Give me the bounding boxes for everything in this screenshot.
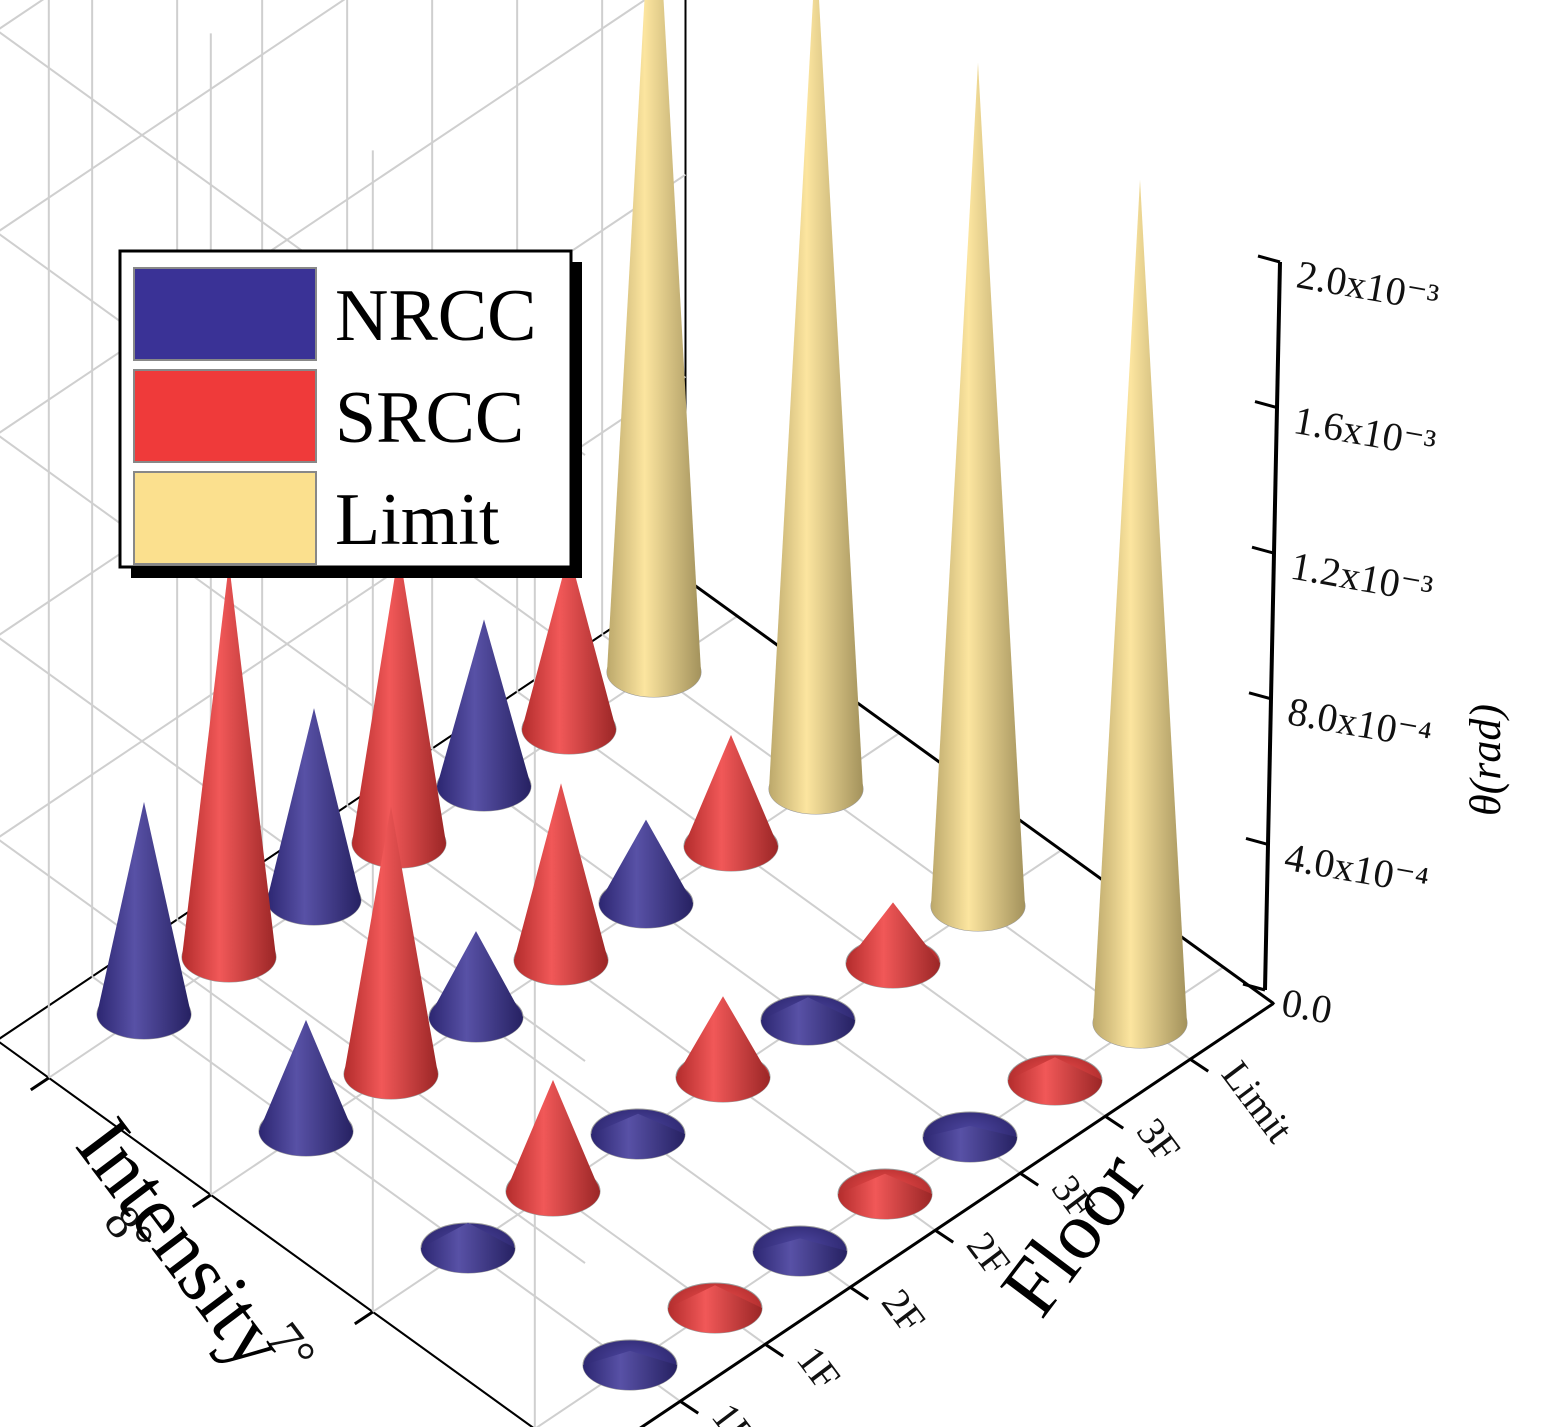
cone-srcc	[667, 1282, 763, 1334]
z-tick-label: 8.0x10⁻⁴	[1284, 688, 1435, 758]
legend-swatch-srcc	[133, 369, 317, 463]
y-tick	[849, 1286, 870, 1301]
cone-nrcc	[598, 819, 694, 929]
cone-srcc	[513, 783, 609, 986]
floor-gridline	[516, 690, 1106, 1118]
cone-srcc	[1007, 1054, 1103, 1106]
y-tick-label: 3F	[1128, 1110, 1189, 1171]
y-tick	[764, 1343, 785, 1358]
cone-nrcc	[96, 801, 192, 1040]
x-axis-line	[639, 1002, 1275, 1427]
cone-srcc	[675, 996, 771, 1103]
y-tick-label: Limit	[1213, 1053, 1302, 1151]
z-axis-title: θ(rad)	[1461, 704, 1510, 816]
cone-nrcc	[590, 1108, 686, 1160]
y-tick-label: 1F	[788, 1338, 849, 1399]
floor-gridline	[176, 918, 766, 1346]
z-tick-label: 1.2x10⁻³	[1287, 543, 1436, 612]
z-axis-line	[1263, 261, 1282, 991]
z-tick	[1245, 836, 1269, 846]
cone-limit	[930, 62, 1026, 932]
wall-gridline	[0, 839, 586, 1264]
legend-label: SRCC	[335, 377, 524, 459]
floor-gridline	[346, 804, 936, 1232]
legend-swatch-nrcc	[133, 267, 317, 361]
z-tick	[1254, 400, 1278, 410]
y-tick	[679, 1400, 700, 1415]
y-tick	[1104, 1115, 1125, 1130]
z-tick	[1248, 691, 1272, 701]
floor-gridline	[261, 861, 851, 1289]
x-tick	[353, 1310, 374, 1326]
cone-limit	[768, 0, 864, 815]
legend-label: Limit	[335, 479, 500, 561]
cone-nrcc	[582, 1339, 678, 1391]
cones	[96, 0, 1188, 1391]
y-tick	[1189, 1058, 1210, 1073]
z-tick	[1242, 982, 1266, 992]
x-tick	[191, 1193, 212, 1209]
y-tick-label: 1F	[703, 1395, 764, 1427]
legend: NRCC SRCC Limit	[118, 249, 582, 578]
cone-srcc	[683, 734, 779, 872]
cone-limit	[1092, 179, 1188, 1049]
wall-gridline	[0, 0, 346, 232]
x-tick	[29, 1076, 50, 1092]
floor-gridline	[601, 633, 1191, 1061]
cone-srcc	[521, 552, 617, 755]
z-tick-label: 2.0x10⁻³	[1293, 252, 1442, 321]
cone-nrcc	[752, 1225, 848, 1277]
legend-swatch-limit	[133, 471, 317, 565]
x-tick-label: 9°	[0, 1078, 3, 1148]
z-tick	[1257, 254, 1281, 264]
cone-limit	[606, 0, 702, 698]
y-tick-label: 2F	[873, 1281, 934, 1342]
cone-nrcc	[760, 994, 856, 1046]
z-tick	[1251, 545, 1275, 555]
cone-nrcc	[428, 931, 524, 1043]
cone-nrcc	[258, 1019, 354, 1157]
z-tick-label: 1.6x10⁻³	[1290, 397, 1439, 466]
y-tick	[934, 1229, 955, 1244]
z-tick-label: 0.0	[1278, 980, 1335, 1033]
cone-nrcc	[420, 1222, 516, 1274]
cone-nrcc	[266, 708, 362, 926]
cone-nrcc	[436, 619, 532, 812]
cone-srcc	[351, 550, 447, 869]
z-tick-label: 4.0x10⁻⁴	[1281, 834, 1432, 904]
cone-srcc	[837, 1168, 933, 1220]
cone-srcc	[181, 563, 277, 983]
cone-srcc	[505, 1079, 601, 1217]
wall-gridline	[0, 0, 647, 434]
floor-gridline	[91, 975, 681, 1403]
cone-nrcc	[922, 1111, 1018, 1163]
cone-srcc	[343, 806, 439, 1100]
cone-srcc	[845, 902, 941, 989]
y-tick	[1019, 1172, 1040, 1187]
legend-label: NRCC	[335, 275, 537, 357]
